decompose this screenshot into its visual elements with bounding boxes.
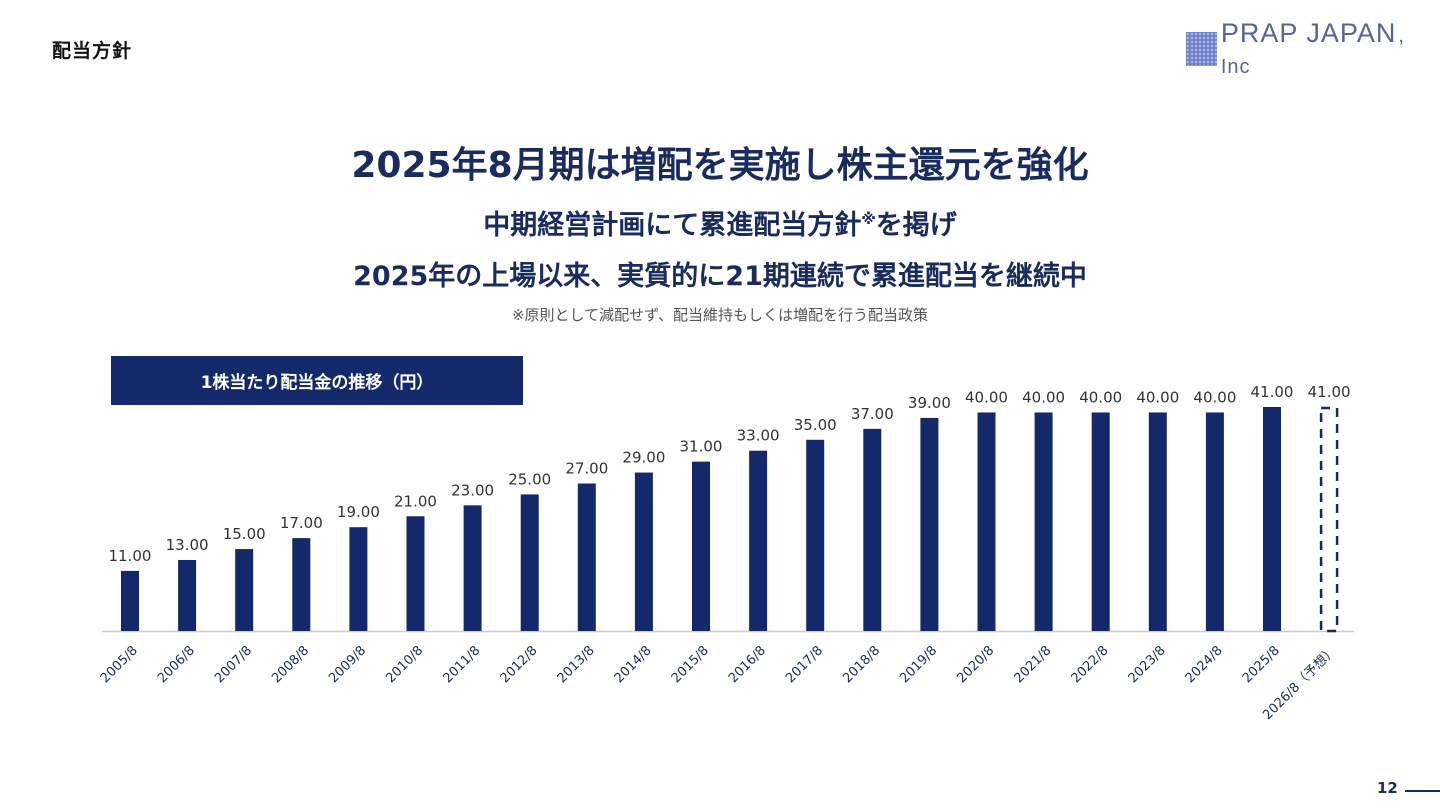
bar bbox=[577, 483, 596, 631]
data-label: 41.00 bbox=[1251, 383, 1294, 401]
data-label: 40.00 bbox=[1136, 388, 1179, 406]
category-label: 2023/8 bbox=[1126, 643, 1169, 686]
data-label: 23.00 bbox=[451, 481, 494, 499]
bar bbox=[292, 538, 311, 631]
section-title: 配当方針 bbox=[52, 40, 133, 62]
category-label: 2018/8 bbox=[840, 643, 883, 686]
category-label: 2010/8 bbox=[383, 643, 426, 686]
category-label: 2007/8 bbox=[212, 643, 255, 686]
bar bbox=[692, 461, 710, 631]
logo-name: PRAP JAPAN bbox=[1220, 18, 1397, 48]
bar bbox=[634, 472, 653, 631]
category-label: 2015/8 bbox=[669, 643, 712, 686]
category-label: 2012/8 bbox=[498, 643, 541, 686]
category-label: 2014/8 bbox=[612, 643, 655, 686]
subheadline-1-tail: を掲げ bbox=[875, 210, 957, 241]
data-label: 29.00 bbox=[622, 449, 665, 467]
category-label: 2017/8 bbox=[783, 643, 826, 686]
data-label: 21.00 bbox=[394, 492, 437, 510]
headline: 2025年8月期は増配を実施し株主還元を強化 bbox=[351, 145, 1089, 186]
subheadline-1: 中期経営計画にて累進配当方針※を掲げ bbox=[0, 203, 1440, 242]
category-label: 2019/8 bbox=[897, 643, 940, 686]
company-logo: PRAP JAPAN, Inc bbox=[1186, 18, 1440, 78]
bar bbox=[863, 428, 882, 631]
data-label: 40.00 bbox=[1079, 388, 1122, 406]
page-number-rule bbox=[1405, 790, 1440, 792]
data-label: 35.00 bbox=[794, 416, 837, 434]
logo-text: PRAP JAPAN, Inc bbox=[1221, 18, 1440, 80]
subheadline-1-main: 中期経営計画にて累進配当方針 bbox=[483, 210, 862, 241]
page-number: 12 bbox=[1377, 779, 1398, 797]
data-label: 19.00 bbox=[337, 503, 380, 521]
data-label: 11.00 bbox=[109, 547, 152, 565]
bar bbox=[1091, 412, 1110, 631]
data-label: 31.00 bbox=[680, 438, 723, 456]
category-label: 2008/8 bbox=[269, 643, 312, 686]
data-label: 37.00 bbox=[851, 405, 894, 423]
bar bbox=[1263, 407, 1281, 631]
category-label: 2020/8 bbox=[954, 643, 997, 686]
bar bbox=[1205, 412, 1224, 631]
data-label: 40.00 bbox=[965, 388, 1008, 406]
category-label: 2011/8 bbox=[440, 643, 483, 686]
data-label: 40.00 bbox=[1193, 388, 1236, 406]
bar bbox=[520, 494, 539, 631]
data-label: 27.00 bbox=[565, 459, 608, 477]
category-label: 2006/8 bbox=[155, 643, 198, 686]
data-label: 40.00 bbox=[1022, 388, 1065, 406]
data-label: 41.00 bbox=[1308, 383, 1351, 401]
bar bbox=[977, 412, 996, 631]
category-label: 2009/8 bbox=[326, 643, 369, 686]
data-label: 25.00 bbox=[508, 470, 551, 488]
logo-suffix: , Inc bbox=[1220, 25, 1405, 78]
bar bbox=[121, 570, 139, 631]
bar bbox=[1148, 412, 1167, 631]
data-label: 15.00 bbox=[223, 525, 266, 543]
footnote-mark: ※ bbox=[861, 210, 876, 228]
data-label: 33.00 bbox=[737, 427, 780, 445]
policy-note: ※原則として減配せず、配当維持もしくは増配を行う配当政策 bbox=[511, 306, 929, 324]
bar-forecast bbox=[1319, 406, 1339, 633]
logo-mark-icon bbox=[1186, 32, 1217, 66]
bar bbox=[806, 439, 825, 631]
category-label: 2013/8 bbox=[555, 643, 598, 686]
bar bbox=[406, 516, 425, 631]
subheadline-2: 2025年の上場以来、実質的に21期連続で累進配当を継続中 bbox=[353, 261, 1087, 292]
category-label: 2024/8 bbox=[1183, 643, 1226, 686]
category-label: 2005/8 bbox=[98, 643, 141, 686]
bar bbox=[235, 549, 254, 631]
bar bbox=[749, 450, 768, 631]
bar bbox=[178, 559, 197, 631]
category-label: 2016/8 bbox=[726, 643, 769, 686]
bar bbox=[349, 527, 368, 631]
bar bbox=[463, 505, 482, 631]
data-label: 17.00 bbox=[280, 514, 323, 532]
category-label: 2025/8 bbox=[1240, 643, 1283, 686]
data-label: 13.00 bbox=[166, 536, 209, 554]
bar bbox=[920, 417, 939, 631]
data-label: 39.00 bbox=[908, 394, 951, 412]
chart-label: 1株当たり配当金の推移（円） bbox=[111, 356, 523, 405]
category-label: 2022/8 bbox=[1069, 643, 1112, 686]
category-label: 2021/8 bbox=[1011, 643, 1054, 686]
bar bbox=[1034, 412, 1053, 631]
